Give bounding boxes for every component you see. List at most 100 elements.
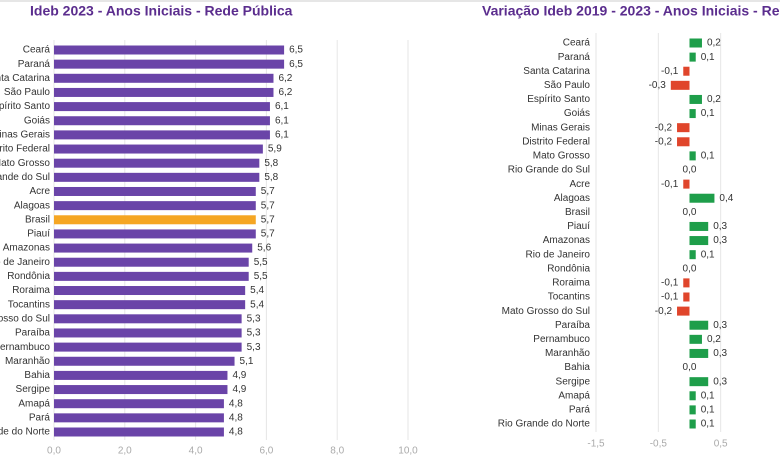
value-label: 0,2 — [707, 38, 721, 49]
bar — [683, 179, 690, 189]
value-label: 5,1 — [240, 356, 254, 367]
bar — [683, 278, 690, 288]
x-tick-label: 2,0 — [118, 446, 132, 457]
category-label: Amazonas — [543, 235, 590, 246]
bar — [54, 271, 249, 281]
category-label: Rio de Janeiro — [0, 257, 50, 268]
bar — [54, 102, 270, 112]
bar — [54, 158, 260, 168]
category-label: São Paulo — [544, 80, 591, 91]
value-label: -0,1 — [661, 66, 679, 77]
bar — [54, 314, 242, 324]
value-label: 4,9 — [232, 370, 246, 381]
value-label: 0,1 — [701, 151, 715, 162]
category-label: Pará — [29, 412, 51, 423]
category-label: Paraná — [18, 59, 51, 70]
value-label: 6,1 — [275, 101, 289, 112]
value-label: -0,2 — [655, 136, 673, 147]
bar — [689, 151, 696, 161]
value-label: 4,8 — [229, 412, 243, 423]
category-label: Rondônia — [547, 263, 590, 274]
bar — [689, 377, 709, 387]
category-label: Piauí — [27, 229, 50, 240]
category-label: Rio Grande do Sul — [508, 165, 590, 176]
category-label: Goiás — [564, 108, 590, 119]
bar — [54, 87, 274, 97]
value-label: 0,3 — [713, 221, 727, 232]
value-label: 5,3 — [247, 342, 261, 353]
bar — [54, 59, 285, 69]
value-label: 0,3 — [713, 376, 727, 387]
bar — [54, 130, 270, 140]
bar — [689, 94, 702, 104]
category-label: Roraima — [12, 285, 50, 296]
category-label: Alagoas — [554, 193, 590, 204]
value-label: 5,7 — [261, 200, 275, 211]
bar — [683, 292, 690, 302]
bar — [54, 186, 256, 196]
x-tick-label: 6,0 — [259, 446, 273, 457]
bar — [689, 348, 709, 358]
bar — [54, 413, 224, 423]
bar — [677, 137, 690, 147]
bar — [54, 201, 256, 211]
value-label: 0,0 — [683, 362, 697, 373]
category-label: Ceará — [23, 45, 51, 56]
value-label: 5,5 — [254, 257, 268, 268]
chart-title: Ideb 2023 - Anos Iniciais - Rede Pública — [30, 3, 293, 19]
category-label: Rio Grande do Norte — [0, 427, 50, 438]
value-label: 0,0 — [683, 207, 697, 218]
category-label: Bahia — [24, 370, 50, 381]
category-label: Paraná — [558, 52, 591, 63]
category-label: Santa Catarina — [0, 73, 50, 84]
bar — [689, 250, 696, 260]
value-label: 4,9 — [232, 384, 246, 395]
bar — [54, 356, 235, 366]
category-label: Maranhão — [545, 348, 590, 359]
bar — [54, 257, 249, 267]
value-label: 0,1 — [701, 52, 715, 63]
x-tick-label: -0,5 — [650, 439, 668, 450]
category-label: Goiás — [24, 115, 50, 126]
value-label: 5,3 — [247, 328, 261, 339]
bar — [689, 52, 696, 62]
bar — [689, 320, 709, 330]
bar — [54, 399, 224, 409]
category-label: Ceará — [563, 38, 591, 49]
category-label: Pernambuco — [533, 334, 590, 345]
category-label: Distrito Federal — [0, 144, 50, 155]
value-label: 5,8 — [264, 172, 278, 183]
value-label: 0,3 — [713, 320, 727, 331]
category-label: Rio Grande do Sul — [0, 172, 50, 183]
category-label: Rondônia — [7, 271, 50, 282]
category-label: Tocantins — [8, 299, 50, 310]
value-label: 0,1 — [701, 249, 715, 260]
x-tick-label: 10,0 — [398, 446, 418, 457]
category-label: Alagoas — [14, 200, 50, 211]
category-label: Minas Gerais — [531, 122, 590, 133]
category-label: Amazonas — [3, 243, 50, 254]
value-label: 0,3 — [713, 348, 727, 359]
category-label: Distrito Federal — [522, 136, 590, 147]
bar — [677, 306, 690, 316]
bar — [54, 45, 285, 55]
category-label: Espírito Santo — [0, 101, 50, 112]
bar — [689, 419, 696, 429]
bar — [54, 229, 256, 239]
value-label: 0,1 — [701, 108, 715, 119]
value-label: 5,4 — [250, 285, 264, 296]
bar — [54, 342, 242, 352]
category-label: Acre — [29, 186, 50, 197]
category-label: Sergipe — [16, 384, 51, 395]
bar — [54, 215, 256, 225]
value-label: 0,1 — [701, 419, 715, 430]
value-label: 4,8 — [229, 427, 243, 438]
value-label: -0,1 — [661, 292, 679, 303]
value-label: 5,7 — [261, 186, 275, 197]
value-label: 6,2 — [278, 87, 292, 98]
category-label: Espírito Santo — [527, 94, 590, 105]
value-label: -0,1 — [661, 179, 679, 190]
category-label: Sergipe — [556, 376, 591, 387]
x-tick-label: -1,5 — [587, 439, 605, 450]
